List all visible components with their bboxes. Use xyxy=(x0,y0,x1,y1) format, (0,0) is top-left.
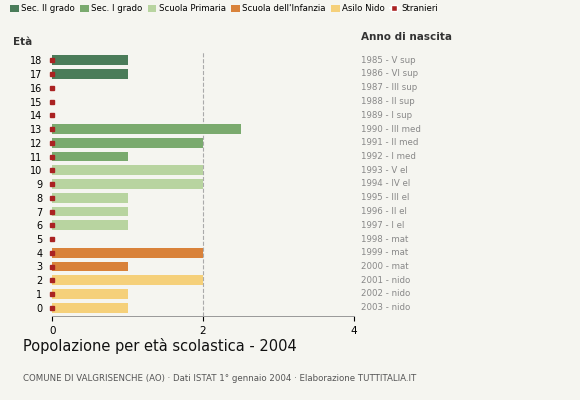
Text: 1990 - III med: 1990 - III med xyxy=(361,124,420,134)
Bar xyxy=(52,248,203,258)
Text: 1988 - II sup: 1988 - II sup xyxy=(361,97,414,106)
Text: 2001 - nido: 2001 - nido xyxy=(361,276,410,285)
Text: Popolazione per età scolastica - 2004: Popolazione per età scolastica - 2004 xyxy=(23,338,297,354)
Bar xyxy=(52,55,128,65)
Bar xyxy=(52,124,241,134)
Bar xyxy=(52,220,128,230)
Text: 2003 - nido: 2003 - nido xyxy=(361,303,410,312)
Text: 1985 - V sup: 1985 - V sup xyxy=(361,56,415,65)
Text: 1999 - mat: 1999 - mat xyxy=(361,248,408,257)
Text: 1989 - I sup: 1989 - I sup xyxy=(361,111,412,120)
Bar xyxy=(52,152,128,162)
Bar xyxy=(52,303,128,313)
Bar xyxy=(52,179,203,189)
Text: 1997 - I el: 1997 - I el xyxy=(361,221,404,230)
Text: Anno di nascita: Anno di nascita xyxy=(361,32,451,42)
Text: 1991 - II med: 1991 - II med xyxy=(361,138,418,147)
Text: 2002 - nido: 2002 - nido xyxy=(361,290,410,298)
Text: 1994 - IV el: 1994 - IV el xyxy=(361,180,410,188)
Bar xyxy=(52,69,128,79)
Text: 1996 - II el: 1996 - II el xyxy=(361,207,407,216)
Text: 1992 - I med: 1992 - I med xyxy=(361,152,415,161)
Bar xyxy=(52,289,128,299)
Bar xyxy=(52,165,203,175)
Bar xyxy=(52,193,128,203)
Bar xyxy=(52,275,203,285)
Text: 2000 - mat: 2000 - mat xyxy=(361,262,408,271)
Text: 1995 - III el: 1995 - III el xyxy=(361,193,409,202)
Text: 1987 - III sup: 1987 - III sup xyxy=(361,83,417,92)
Bar xyxy=(52,262,128,272)
Bar xyxy=(52,138,203,148)
Text: Età: Età xyxy=(13,37,32,47)
Text: 1993 - V el: 1993 - V el xyxy=(361,166,407,175)
Text: COMUNE DI VALGRISENCHE (AO) · Dati ISTAT 1° gennaio 2004 · Elaborazione TUTTITAL: COMUNE DI VALGRISENCHE (AO) · Dati ISTAT… xyxy=(23,374,416,383)
Text: 1986 - VI sup: 1986 - VI sup xyxy=(361,70,418,78)
Legend: Sec. II grado, Sec. I grado, Scuola Primaria, Scuola dell'Infanzia, Asilo Nido, : Sec. II grado, Sec. I grado, Scuola Prim… xyxy=(10,4,438,13)
Text: 1998 - mat: 1998 - mat xyxy=(361,234,408,244)
Bar xyxy=(52,206,128,216)
